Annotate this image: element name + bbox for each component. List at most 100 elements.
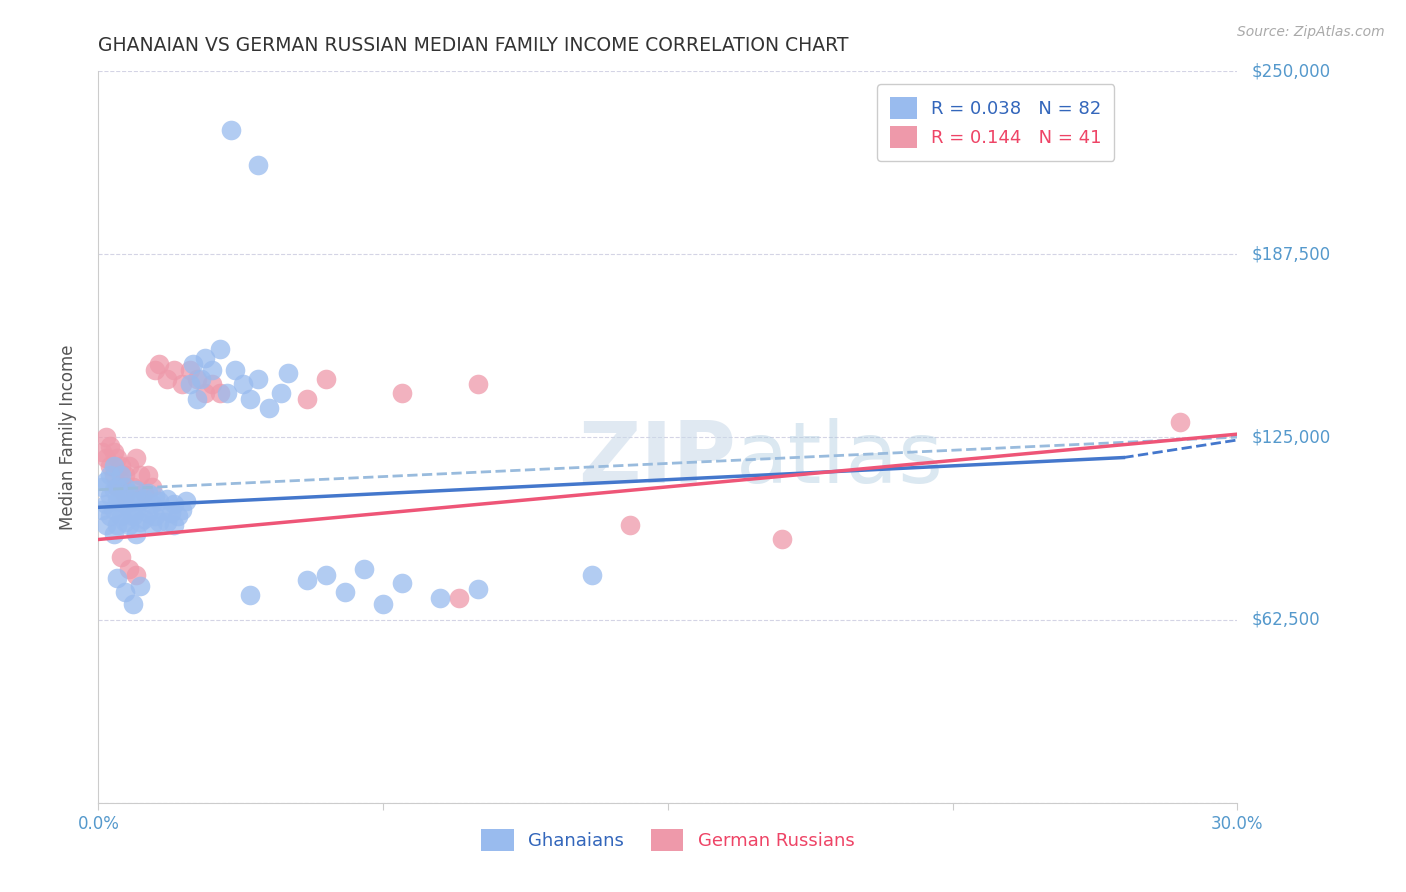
Point bbox=[103, 503, 125, 517]
Point bbox=[449, 591, 471, 605]
Text: $125,000: $125,000 bbox=[1251, 428, 1330, 446]
Text: Source: ZipAtlas.com: Source: ZipAtlas.com bbox=[1237, 25, 1385, 39]
Point bbox=[246, 371, 269, 385]
Point bbox=[148, 494, 170, 508]
Point bbox=[246, 158, 269, 172]
Point bbox=[103, 468, 125, 483]
Point bbox=[581, 567, 603, 582]
Point bbox=[145, 363, 167, 377]
Point bbox=[159, 506, 181, 520]
Point bbox=[103, 459, 125, 474]
Point bbox=[118, 517, 141, 532]
Point bbox=[221, 123, 243, 137]
Point bbox=[190, 371, 212, 385]
Text: $187,500: $187,500 bbox=[1251, 245, 1330, 263]
Point bbox=[208, 386, 231, 401]
Point bbox=[232, 377, 254, 392]
Point bbox=[194, 386, 217, 401]
Point bbox=[118, 503, 141, 517]
Point bbox=[103, 526, 125, 541]
Point bbox=[277, 366, 299, 380]
Point bbox=[107, 450, 129, 465]
Point bbox=[179, 377, 201, 392]
Point bbox=[152, 503, 174, 517]
Point bbox=[91, 503, 114, 517]
Text: $250,000: $250,000 bbox=[1251, 62, 1330, 80]
Point bbox=[141, 497, 163, 511]
Point bbox=[259, 401, 281, 415]
Point bbox=[156, 515, 179, 529]
Point bbox=[170, 503, 193, 517]
Text: GHANAIAN VS GERMAN RUSSIAN MEDIAN FAMILY INCOME CORRELATION CHART: GHANAIAN VS GERMAN RUSSIAN MEDIAN FAMILY… bbox=[98, 36, 849, 54]
Point bbox=[98, 468, 121, 483]
Point bbox=[201, 363, 224, 377]
Point bbox=[107, 494, 129, 508]
Point bbox=[163, 497, 186, 511]
Point bbox=[391, 386, 413, 401]
Point bbox=[136, 506, 159, 520]
Point bbox=[94, 430, 117, 444]
Point bbox=[114, 468, 136, 483]
Point bbox=[224, 363, 246, 377]
Y-axis label: Median Family Income: Median Family Income bbox=[59, 344, 77, 530]
Point bbox=[91, 444, 114, 458]
Point bbox=[132, 512, 155, 526]
Point bbox=[114, 585, 136, 599]
Point bbox=[297, 392, 319, 406]
Point bbox=[619, 517, 641, 532]
Point bbox=[148, 515, 170, 529]
Legend: Ghanaians, German Russians: Ghanaians, German Russians bbox=[472, 820, 863, 860]
Point bbox=[129, 579, 152, 593]
Point bbox=[179, 363, 201, 377]
Point bbox=[121, 494, 143, 508]
Point bbox=[217, 386, 239, 401]
Point bbox=[136, 485, 159, 500]
Point bbox=[170, 377, 193, 392]
Point bbox=[391, 576, 413, 591]
Point bbox=[110, 468, 132, 483]
Point bbox=[353, 562, 375, 576]
Point bbox=[467, 582, 489, 597]
Point bbox=[156, 371, 179, 385]
Point bbox=[98, 459, 121, 474]
Point bbox=[107, 517, 129, 532]
Point bbox=[129, 494, 152, 508]
Point bbox=[145, 489, 167, 503]
Point bbox=[125, 450, 148, 465]
Point bbox=[94, 517, 117, 532]
Point bbox=[121, 480, 143, 494]
Point bbox=[239, 588, 262, 602]
Point bbox=[121, 509, 143, 524]
Point bbox=[98, 509, 121, 524]
Point bbox=[129, 468, 152, 483]
Point bbox=[371, 597, 394, 611]
Point bbox=[114, 489, 136, 503]
Point bbox=[94, 474, 117, 488]
Point bbox=[194, 351, 217, 365]
Point bbox=[208, 343, 231, 357]
Point bbox=[132, 485, 155, 500]
Point bbox=[118, 562, 141, 576]
Point bbox=[110, 459, 132, 474]
Point bbox=[125, 503, 148, 517]
Point bbox=[107, 480, 129, 494]
Point bbox=[125, 526, 148, 541]
Point bbox=[467, 377, 489, 392]
Point bbox=[129, 515, 152, 529]
Point bbox=[121, 597, 143, 611]
Point bbox=[114, 480, 136, 494]
Point bbox=[141, 517, 163, 532]
Point bbox=[145, 509, 167, 524]
Point bbox=[98, 489, 121, 503]
Point bbox=[114, 515, 136, 529]
Text: ZIP: ZIP bbox=[578, 417, 737, 500]
Point bbox=[114, 497, 136, 511]
Point bbox=[163, 517, 186, 532]
Point bbox=[183, 357, 205, 371]
Point bbox=[132, 491, 155, 506]
Point bbox=[315, 371, 337, 385]
Point bbox=[163, 363, 186, 377]
Point bbox=[270, 386, 292, 401]
Point bbox=[239, 392, 262, 406]
Text: $62,500: $62,500 bbox=[1251, 611, 1320, 629]
